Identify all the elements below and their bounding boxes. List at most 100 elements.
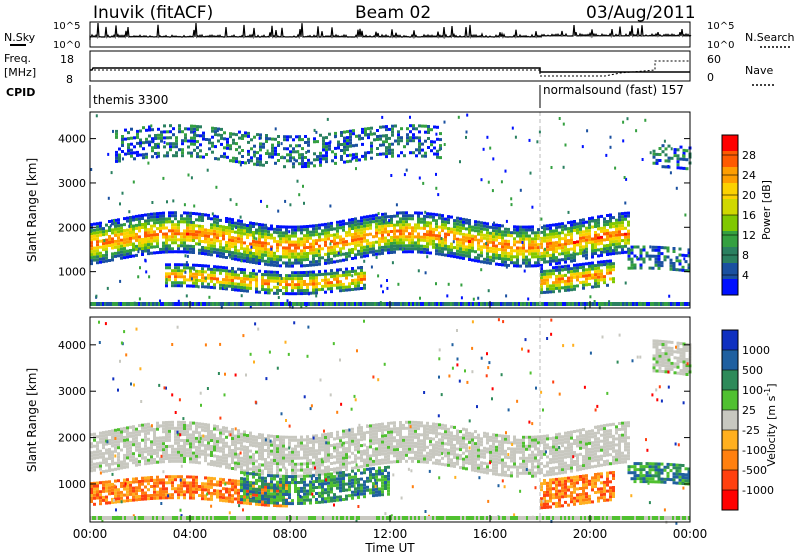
heatmap-cell <box>126 231 129 235</box>
heatmap-cell <box>378 462 381 465</box>
heatmap-cell <box>189 448 192 452</box>
freq-frame <box>89 50 691 82</box>
heatmap-cell <box>367 133 370 137</box>
heatmap-cell <box>186 226 189 230</box>
heatmap-cell <box>519 246 522 250</box>
heatmap-cell <box>522 258 525 262</box>
heatmap-cell <box>171 272 174 276</box>
heatmap-cell <box>358 137 361 141</box>
heatmap-cell <box>180 238 183 242</box>
heatmap-cell <box>114 230 117 234</box>
heatmap-cell <box>543 281 546 285</box>
heatmap-cell <box>289 159 292 163</box>
heatmap-cell <box>564 264 567 268</box>
heatmap-cell <box>129 425 132 429</box>
heatmap-cell <box>519 225 522 229</box>
heatmap-cell <box>477 256 480 260</box>
heatmap-cell <box>325 142 328 146</box>
heatmap-cell <box>189 275 192 279</box>
heatmap-cell <box>552 287 555 291</box>
heatmap-cell <box>96 441 99 445</box>
heatmap-cell <box>277 159 280 162</box>
heatmap-cell <box>264 229 267 233</box>
heatmap-cell <box>357 438 360 442</box>
heatmap-cell <box>612 240 615 244</box>
heatmap-cell <box>390 221 393 224</box>
heatmap-cell <box>240 255 243 259</box>
heatmap-cell <box>552 235 555 239</box>
heatmap-cell <box>90 235 93 239</box>
heatmap-cell <box>138 448 141 452</box>
heatmap-cell <box>277 153 280 156</box>
heatmap-cell <box>591 252 594 256</box>
heatmap-cell <box>96 225 99 229</box>
heatmap-cell <box>171 459 174 463</box>
heatmap-floor <box>476 302 478 306</box>
heatmap-cell <box>300 231 303 235</box>
heatmap-cell <box>222 453 225 457</box>
heatmap-cell <box>303 280 306 283</box>
heatmap-cell <box>144 234 147 238</box>
heatmap-cell <box>240 246 243 250</box>
heatmap-cell <box>528 249 531 253</box>
heatmap-cell <box>336 259 339 263</box>
heatmap-cell <box>138 442 141 446</box>
heatmap-cell <box>271 146 274 150</box>
heatmap-cell <box>195 439 198 443</box>
heatmap-cell <box>219 455 222 459</box>
heatmap-cell <box>237 252 240 256</box>
heatmap-cell <box>652 152 656 156</box>
heatmap-cell <box>543 254 546 258</box>
heatmap-cell <box>412 124 415 128</box>
heatmap-cell <box>399 226 402 230</box>
heatmap-floor <box>408 302 410 306</box>
heatmap-cell <box>208 147 211 151</box>
heatmap-cell <box>633 263 637 267</box>
heatmap-cell <box>117 224 120 228</box>
heatmap-cell <box>591 276 594 280</box>
heatmap-cell <box>384 239 387 243</box>
heatmap-cell <box>271 137 274 141</box>
heatmap-cell <box>114 449 117 453</box>
heatmap-cell <box>355 134 358 138</box>
heatmap-cell <box>342 225 345 229</box>
heatmap-cell <box>189 445 192 449</box>
heatmap-cell <box>262 142 265 146</box>
heatmap-cell <box>642 260 646 264</box>
heatmap-cell <box>192 433 195 437</box>
heatmap-cell <box>465 221 468 225</box>
heatmap-floor <box>430 302 432 306</box>
heatmap-cell <box>600 241 603 245</box>
heatmap-speck <box>377 212 380 216</box>
heatmap-cell <box>546 239 549 243</box>
heatmap-cell <box>357 444 360 448</box>
heatmap-cell <box>639 254 643 258</box>
heatmap-cell <box>489 255 492 259</box>
heatmap-cell <box>132 437 135 441</box>
heatmap-cell <box>145 155 148 159</box>
heatmap-cell <box>274 146 277 150</box>
heatmap-cell <box>558 280 561 284</box>
heatmap-cell <box>402 220 405 224</box>
heatmap-cell <box>291 280 294 284</box>
heatmap-cell <box>438 249 441 253</box>
heatmap-cell <box>534 237 537 241</box>
heatmap-cell <box>351 248 354 251</box>
heatmap-cell <box>294 240 297 244</box>
heatmap-cell <box>456 249 459 253</box>
heatmap-cell <box>168 423 171 427</box>
heatmap-cell <box>114 239 117 243</box>
heatmap-cell <box>246 449 249 452</box>
heatmap-cell <box>330 257 333 261</box>
heatmap-cell <box>276 258 279 262</box>
heatmap-speck <box>280 142 283 146</box>
heatmap-cell <box>651 254 655 258</box>
heatmap-cell <box>265 134 268 137</box>
heatmap-cell <box>477 241 480 245</box>
heatmap-cell <box>661 144 665 148</box>
heatmap-cell <box>180 217 183 221</box>
heatmap-cell <box>312 251 315 255</box>
heatmap-cell <box>558 265 561 269</box>
heatmap-cell <box>600 238 603 242</box>
heatmap-cell <box>147 428 150 432</box>
